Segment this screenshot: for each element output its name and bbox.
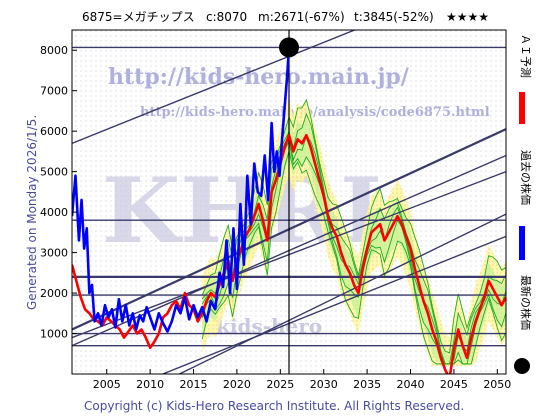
x-tick-label: 2050 bbox=[483, 378, 511, 391]
y-tick-label: 2000 bbox=[40, 287, 68, 300]
watermark-url-2: http://kids-hero.main.jp/analysis/code68… bbox=[140, 105, 490, 120]
series-line-ai-forecast bbox=[72, 133, 506, 374]
x-tick-label: 2045 bbox=[440, 378, 468, 391]
y-tick-label: 6000 bbox=[40, 125, 68, 138]
x-tick-label: 2040 bbox=[397, 378, 425, 391]
x-tick-label: 2010 bbox=[136, 378, 164, 391]
chart-title-current: c:8070 bbox=[206, 10, 247, 24]
legend-label-ai: ＡＩ予測 bbox=[519, 34, 533, 78]
x-tick-label: 2025 bbox=[266, 378, 294, 391]
copyright: Copyright (c) Kids-Hero Research Institu… bbox=[84, 399, 464, 413]
y-tick-label: 8000 bbox=[40, 44, 68, 57]
y-tick-label: 3000 bbox=[40, 247, 68, 260]
axis-ticks: 2005 2010 2015 2020 2025 2030 2035 2040 2045 2050… bbox=[40, 44, 511, 391]
x-tick-label: 2030 bbox=[310, 378, 338, 391]
legend-swatch-past bbox=[519, 226, 525, 260]
marker-layer bbox=[279, 37, 299, 58]
simulation-line bbox=[201, 140, 506, 365]
y-tick-label: 7000 bbox=[40, 85, 68, 98]
legend-swatch-ai bbox=[519, 92, 525, 124]
legend-label-past: 過去の株価 bbox=[519, 150, 533, 205]
x-tick-label: 2020 bbox=[223, 378, 251, 391]
chart-title-code: 6875=メガチップス bbox=[82, 10, 195, 24]
simulation-line bbox=[201, 134, 506, 365]
x-tick-label: 2035 bbox=[353, 378, 381, 391]
legend: ＡＩ予測 過去の株価 最新の株価 bbox=[514, 34, 533, 374]
generated-note: Generated on Monday 2026/1/5. bbox=[25, 115, 39, 310]
latest-price-marker bbox=[279, 37, 299, 58]
plot-frame bbox=[71, 29, 507, 375]
chart-title-min: m:2671(-67%) bbox=[258, 10, 345, 24]
x-tick-label: 2015 bbox=[180, 378, 208, 391]
simulation-line bbox=[201, 149, 506, 365]
plot-area bbox=[72, 30, 506, 374]
series-layer bbox=[72, 47, 506, 374]
chart-title-stars: ★★★★ bbox=[446, 10, 489, 24]
y-tick-label: 4000 bbox=[40, 206, 68, 219]
legend-label-latest: 最新の株価 bbox=[519, 275, 533, 330]
chart-title-target: t:3845(-52%) bbox=[354, 10, 434, 24]
series-line-past-price bbox=[72, 47, 291, 333]
y-tick-label: 1000 bbox=[40, 328, 68, 341]
legend-marker-latest bbox=[514, 358, 530, 374]
y-tick-label: 5000 bbox=[40, 166, 68, 179]
x-tick-label: 2005 bbox=[93, 378, 121, 391]
